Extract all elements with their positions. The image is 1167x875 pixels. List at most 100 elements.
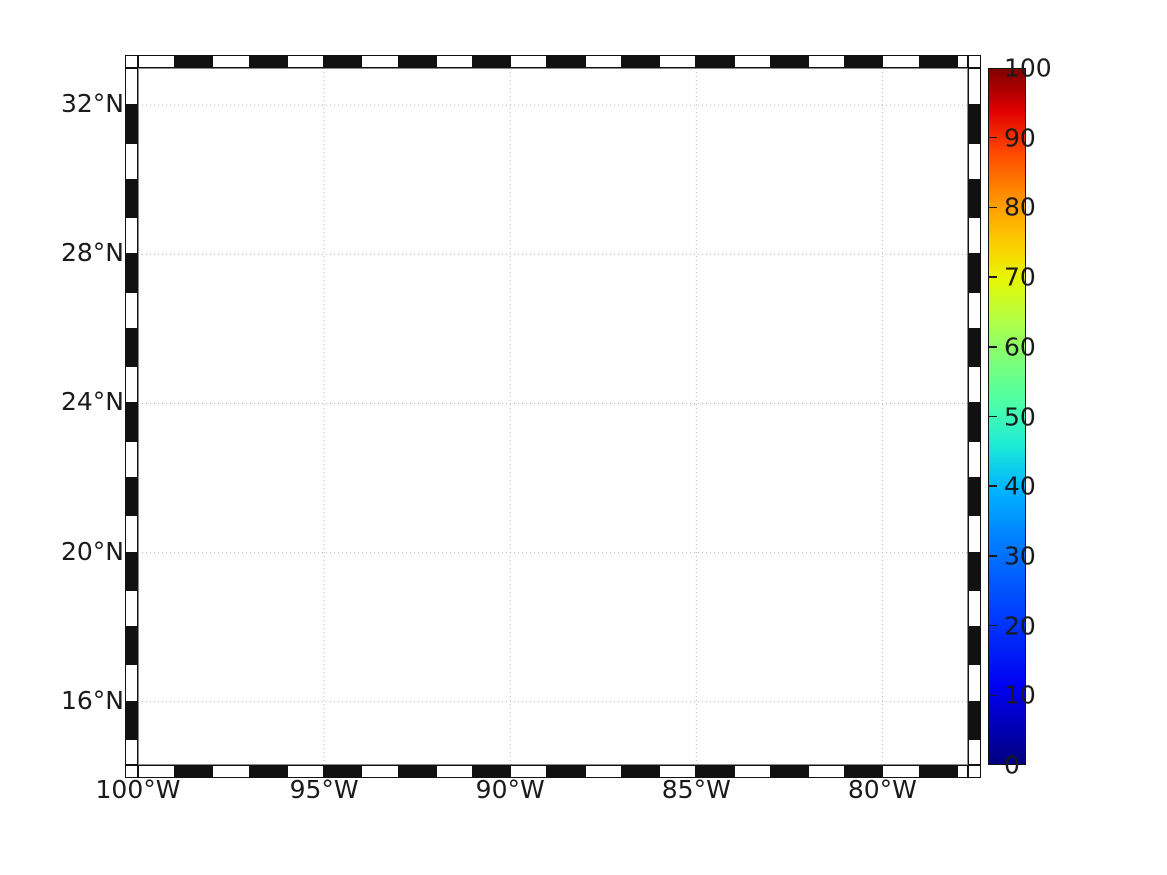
border-segment-bottom [286, 765, 325, 778]
border-segment-left [125, 179, 138, 218]
border-segment-left [125, 366, 138, 404]
latitude-tick-label: 32°N [60, 89, 124, 119]
border-segment-left [125, 217, 138, 255]
border-segment-bottom [324, 765, 362, 778]
colorbar-tick [988, 206, 997, 209]
colorbar-tick-label: 30 [1004, 541, 1036, 571]
border-segment-left [125, 478, 138, 516]
border-segment-right [968, 589, 981, 628]
border-segment-bottom [919, 765, 957, 778]
border-segment-bottom [510, 765, 548, 778]
graticule-gridlines [138, 68, 968, 765]
border-segment-left [125, 515, 138, 553]
border-segment-top [286, 55, 325, 68]
border-segment-left [125, 68, 138, 106]
border-segment-bottom [435, 765, 473, 778]
border-segment-bottom [249, 765, 287, 778]
colorbar-tick [988, 276, 997, 278]
border-corner-br [968, 765, 981, 778]
border-segment-right [968, 68, 981, 106]
longitude-tick-label: 85°W [661, 775, 731, 804]
border-segment-left [125, 627, 138, 665]
border-segment-bottom [621, 765, 660, 778]
colorbar-tick-label: 10 [1004, 680, 1036, 710]
border-segment-right [968, 515, 981, 553]
border-segment-top [212, 55, 250, 68]
border-segment-left [125, 664, 138, 702]
border-corner-tr [968, 55, 981, 68]
colorbar-tick [988, 136, 997, 139]
border-segment-top [435, 55, 473, 68]
border-segment-top [882, 55, 920, 68]
border-segment-right [968, 403, 981, 441]
colorbar-tick-label: 0 [1004, 750, 1020, 780]
longitude-tick-label: 100°W [95, 775, 181, 804]
border-segment-left [125, 105, 138, 143]
colorbar-tick-label: 50 [1004, 402, 1036, 431]
border-segment-bottom [175, 765, 213, 778]
border-segment-top [175, 55, 213, 68]
colorbar-tick-label: 60 [1004, 332, 1036, 362]
border-segment-top [621, 55, 660, 68]
border-segment-bottom [733, 765, 771, 778]
border-segment-bottom [770, 765, 808, 778]
border-segment-top [770, 55, 808, 68]
border-segment-bottom [212, 765, 250, 778]
longitude-tick-label: 90°W [475, 775, 545, 804]
border-segment-bottom [361, 765, 399, 778]
latitude-tick-label: 16°N [60, 685, 124, 715]
border-segment-right [968, 478, 981, 516]
border-segment-right [968, 664, 981, 702]
border-segment-bottom [882, 765, 920, 778]
colorbar-tick-label: 100 [1004, 53, 1052, 83]
border-segment-top [956, 55, 968, 68]
data-field-raster [138, 68, 968, 765]
border-segment-top [807, 55, 846, 68]
border-segment-right [968, 738, 981, 765]
border-segment-left [125, 701, 138, 739]
border-segment-left [125, 254, 138, 292]
border-segment-bottom [547, 765, 585, 778]
longitude-tick-label: 80°W [847, 775, 917, 804]
latitude-tick-label: 20°N [60, 536, 124, 566]
border-segment-left [125, 738, 138, 765]
colorbar-tick-label: 90 [1004, 123, 1036, 153]
border-segment-left [125, 291, 138, 329]
border-segment-bottom [807, 765, 846, 778]
border-segment-top [733, 55, 771, 68]
border-segment-bottom [472, 765, 511, 778]
border-segment-bottom [696, 765, 734, 778]
border-segment-right [968, 105, 981, 143]
border-segment-right [968, 254, 981, 292]
border-segment-right [968, 217, 981, 255]
border-segment-top [249, 55, 287, 68]
border-segment-right [968, 179, 981, 218]
border-segment-top [361, 55, 399, 68]
border-segment-top [659, 55, 697, 68]
latitude-tick-label: 24°N [60, 387, 124, 417]
border-segment-top [472, 55, 511, 68]
border-segment-bottom [956, 765, 968, 778]
border-segment-right [968, 142, 981, 180]
colorbar-tick [988, 415, 997, 418]
border-segment-left [125, 142, 138, 180]
map-axes [125, 55, 981, 778]
border-corner-bl [125, 765, 138, 778]
colorbar-tick-label: 80 [1004, 192, 1036, 222]
colorbar-tick [988, 694, 997, 697]
colorbar-tick [988, 555, 997, 557]
border-segment-right [968, 701, 981, 739]
colorbar-tick [988, 346, 997, 348]
colorbar-tick-label: 20 [1004, 611, 1036, 641]
border-segment-left [125, 589, 138, 628]
border-segment-right [968, 552, 981, 590]
border-segment-right [968, 440, 981, 478]
border-segment-bottom [845, 765, 883, 778]
map-plot-area [138, 68, 968, 765]
border-segment-right [968, 627, 981, 665]
colorbar-tick [988, 485, 997, 487]
border-segment-top [324, 55, 362, 68]
colorbar-tick-label: 70 [1004, 262, 1036, 292]
colorbar-tick [988, 624, 997, 627]
